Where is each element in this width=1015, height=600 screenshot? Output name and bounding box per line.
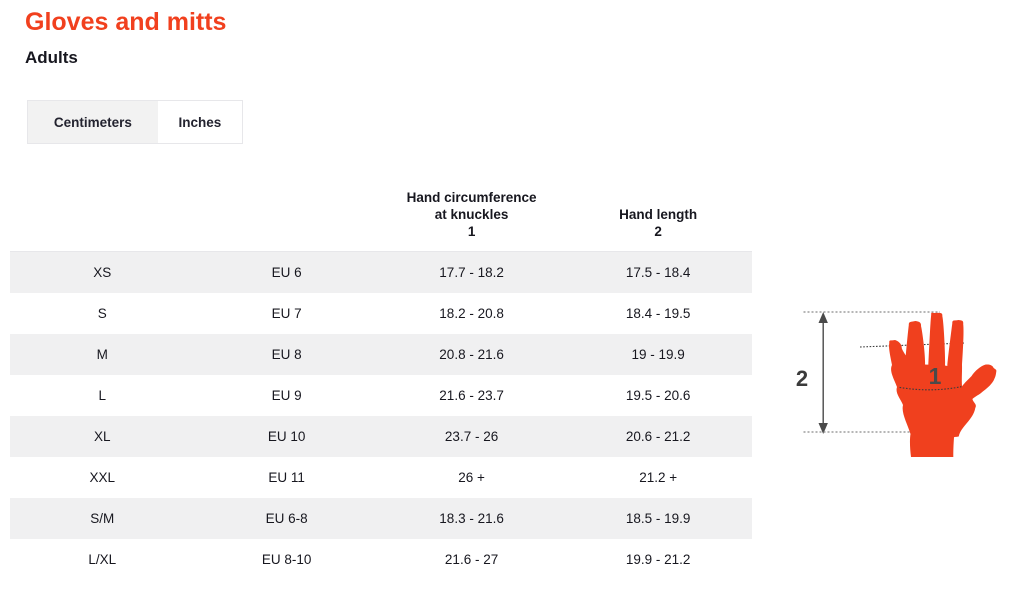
svg-text:1: 1 [929, 363, 942, 389]
svg-text:2: 2 [796, 366, 808, 391]
